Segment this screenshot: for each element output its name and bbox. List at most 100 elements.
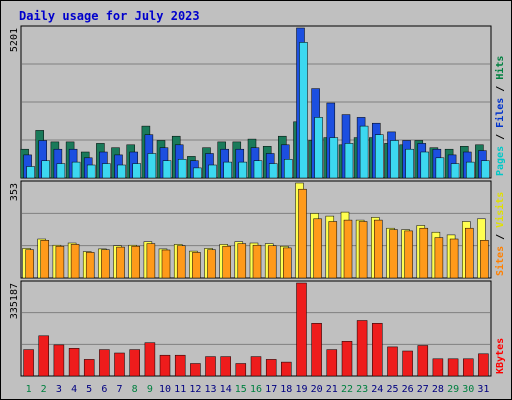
- sites-bar-19: [298, 188, 307, 279]
- sites-bar-29: [449, 238, 459, 279]
- legend-entry: /: [495, 128, 506, 146]
- legend-entry: Hits: [494, 56, 506, 80]
- legend-entry: /: [495, 228, 506, 246]
- pages-bar-31: [481, 160, 490, 179]
- kbytes-bar-3: [53, 344, 65, 377]
- sites-bar-22: [343, 219, 353, 279]
- x-tick-label-1: 1: [26, 384, 32, 395]
- kbytes-bar-8: [129, 349, 140, 377]
- x-tick-label-27: 27: [417, 384, 429, 395]
- x-tick-label-23: 23: [356, 384, 368, 395]
- kbytes-bar-21: [326, 349, 338, 377]
- x-tick-label-14: 14: [220, 384, 232, 395]
- kbytes-bar-13: [205, 356, 216, 377]
- pages-bar-15: [238, 161, 248, 179]
- pages-bar-24: [375, 134, 384, 179]
- legend-entry: Pages: [495, 146, 506, 176]
- pages-bar-5: [86, 164, 96, 179]
- x-tick-label-19: 19: [295, 384, 307, 395]
- kbytes-legend: KBytes: [495, 338, 506, 374]
- hits-files-pages-panel: 5201 Pages / Files / Hits: [9, 25, 506, 179]
- sites-bar-1: [25, 249, 34, 279]
- x-tick-label-31: 31: [477, 384, 489, 395]
- kbytes-bar-16: [250, 356, 262, 377]
- x-tick-label-21: 21: [326, 384, 338, 395]
- pages-bar-28: [435, 157, 445, 179]
- pages-bar-25: [390, 140, 399, 179]
- sites-bar-24: [374, 219, 383, 279]
- pages-bar-29: [450, 163, 460, 179]
- kbytes-bar-6: [99, 349, 110, 377]
- pages-bar-14: [223, 161, 232, 179]
- kbytes-bar-4: [68, 348, 80, 377]
- x-tick-label-6: 6: [101, 384, 107, 395]
- kbytes-bar-20: [311, 323, 322, 377]
- x-tick-label-13: 13: [204, 384, 216, 395]
- kbytes-bar-12: [190, 363, 201, 377]
- sites-bar-7: [116, 246, 125, 279]
- sites-bar-16: [252, 244, 262, 279]
- sites-bar-11: [176, 245, 186, 279]
- x-tick-label-26: 26: [402, 384, 414, 395]
- pages-bar-21: [329, 137, 339, 179]
- x-tick-label-18: 18: [280, 384, 292, 395]
- kbytes-bar-5: [83, 359, 95, 377]
- legend-entry: Sites: [494, 246, 506, 276]
- kbytes-bar-10: [159, 354, 171, 377]
- x-tick-label-7: 7: [116, 384, 122, 395]
- sites-bar-9: [146, 243, 156, 279]
- pages-bar-12: [193, 167, 202, 179]
- x-tick-label-29: 29: [447, 384, 459, 395]
- legend-entry: Files: [494, 98, 506, 128]
- sites-bar-21: [328, 221, 338, 279]
- sites-bar-23: [358, 221, 368, 279]
- kbytes-bar-26: [402, 350, 413, 377]
- kbytes-bar-22: [341, 341, 353, 377]
- kbytes-bar-31: [478, 353, 489, 377]
- visits-sites-panel: 353 Sites / Visits: [9, 180, 506, 279]
- x-tick-label-16: 16: [250, 384, 262, 395]
- sites-bar-28: [434, 237, 444, 279]
- pages-bar-10: [162, 160, 172, 179]
- pages-bar-2: [41, 160, 50, 179]
- kbytes-bar-24: [372, 323, 383, 377]
- visits-sites-ymax-label: 353: [9, 183, 20, 201]
- kbytes-bar-19: [296, 282, 307, 377]
- hits-files-pages-legend: Pages / Files / Hits: [494, 56, 506, 176]
- sites-bar-20: [313, 218, 322, 279]
- sites-bar-10: [161, 249, 171, 279]
- kbytes-bar-30: [463, 358, 474, 377]
- x-tick-label-5: 5: [86, 384, 92, 395]
- sites-bar-25: [389, 229, 398, 279]
- legend-entry: Visits: [494, 192, 506, 228]
- kbytes-bar-14: [220, 356, 231, 377]
- pages-bar-22: [344, 143, 354, 179]
- kbytes-bar-28: [432, 358, 444, 377]
- x-tick-label-12: 12: [189, 384, 201, 395]
- kbytes-bar-29: [447, 358, 459, 377]
- hits-files-pages-ymax-label: 5201: [9, 28, 20, 52]
- pages-bar-6: [102, 163, 111, 179]
- x-tick-label-17: 17: [265, 384, 277, 395]
- pages-bar-3: [56, 163, 66, 179]
- kbytes-bar-23: [356, 320, 368, 377]
- chart-title: Daily usage for July 2023: [19, 9, 200, 23]
- kbytes-bar-9: [144, 342, 156, 377]
- sites-bar-12: [192, 252, 201, 279]
- visits-sites-legend: Sites / Visits: [494, 192, 506, 276]
- pages-bar-11: [177, 159, 187, 179]
- x-tick-label-30: 30: [462, 384, 474, 395]
- sites-bar-26: [404, 230, 413, 279]
- kbytes-bar-18: [281, 361, 292, 377]
- sites-bar-5: [85, 252, 95, 279]
- legend-entry: KBytes: [495, 338, 506, 374]
- kbytes-panel: 335187 KBytes: [9, 280, 506, 377]
- sites-bar-8: [131, 245, 140, 279]
- pages-bar-4: [71, 161, 81, 179]
- sites-bar-3: [55, 245, 65, 279]
- pages-bar-8: [132, 163, 141, 179]
- kbytes-bar-7: [114, 352, 125, 377]
- x-tick-label-3: 3: [56, 384, 62, 395]
